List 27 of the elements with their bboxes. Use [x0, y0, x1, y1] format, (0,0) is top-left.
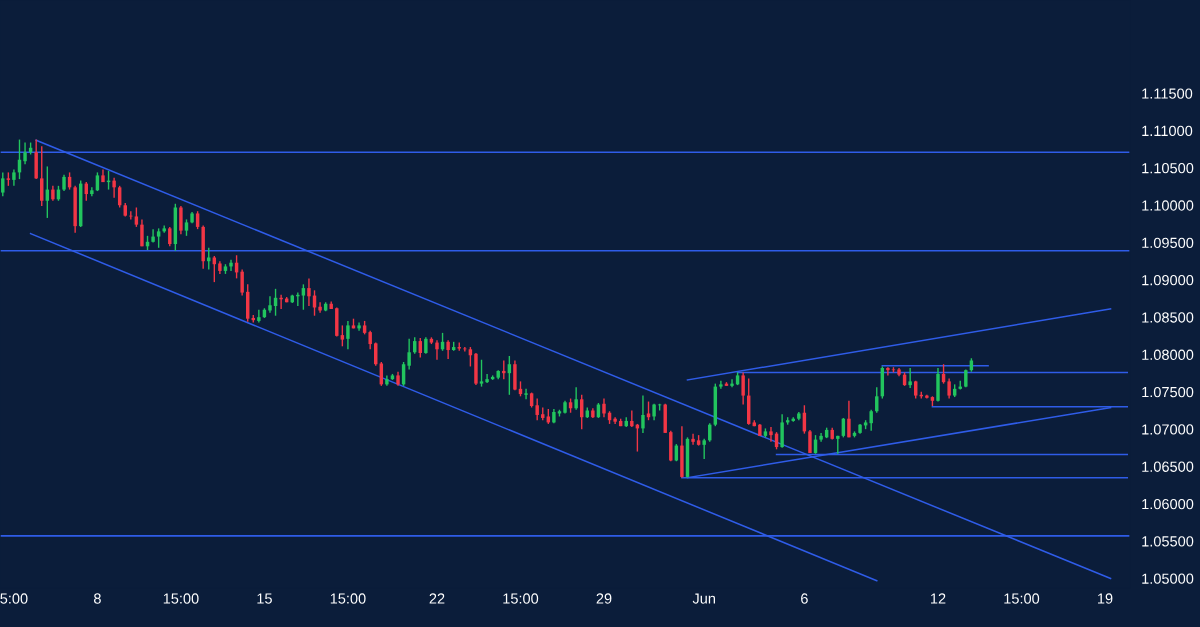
- y-tick-label: 1.11500: [1142, 88, 1193, 99]
- y-tick-label: 1.06000: [1142, 498, 1194, 510]
- x-tick-label: Jun: [692, 593, 715, 604]
- y-tick-label: 1.09000: [1142, 274, 1194, 286]
- y-tick-label: 1.10500: [1142, 163, 1194, 174]
- y-tick-label: 1.08000: [1142, 349, 1194, 360]
- y-tick-label: 1.05500: [1142, 536, 1194, 547]
- y-tick-label: 1.06500: [1142, 461, 1194, 472]
- x-tick-label: 6: [801, 593, 808, 604]
- y-tick-label: 1.10000: [1142, 200, 1194, 211]
- y-tick-label: 1.11000: [1142, 125, 1193, 137]
- x-tick-label: 15:00: [330, 593, 366, 604]
- x-tick-label: 15:00: [503, 593, 539, 604]
- x-tick-label: 15: [257, 593, 272, 604]
- y-tick-label: 1.05000: [1142, 573, 1194, 584]
- y-tick-label: 1.07000: [1142, 424, 1194, 435]
- x-tick-label: 19: [1097, 593, 1113, 604]
- x-tick-label: 15:00: [1004, 593, 1040, 604]
- x-tick-label: 29: [596, 593, 612, 604]
- x-tick-label: 12: [930, 593, 946, 604]
- x-tick-label: 22: [429, 593, 445, 604]
- x-tick-label: 5:00: [0, 593, 28, 604]
- x-tick-label: 15:00: [163, 593, 199, 604]
- y-tick-label: 1.09500: [1142, 237, 1194, 248]
- y-tick-label: 1.08500: [1142, 312, 1194, 323]
- y-tick-label: 1.07500: [1142, 386, 1194, 398]
- x-tick-label: 8: [94, 593, 101, 604]
